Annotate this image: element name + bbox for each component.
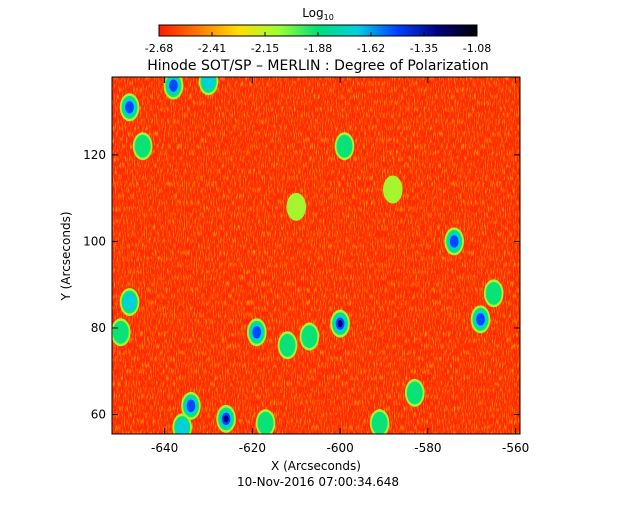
patch	[112, 318, 131, 347]
axis-ticks: -640 -620 -600 -580 -560 60 80 100 120	[83, 77, 529, 455]
x-tick-label: -580	[414, 441, 441, 455]
patch	[277, 331, 298, 360]
chart-title: Hinode SOT/SP – MERLIN : Degree of Polar…	[147, 58, 489, 74]
patch	[286, 192, 307, 221]
patch	[369, 409, 390, 434]
patches	[112, 77, 504, 434]
x-tick-label: -600	[327, 441, 354, 455]
colorbar-tick-label: -2.15	[251, 42, 279, 55]
patch	[163, 77, 184, 100]
y-tick-label: 60	[91, 408, 106, 422]
patch	[330, 309, 350, 338]
patch	[198, 77, 219, 96]
plot-frame	[111, 76, 521, 435]
colorbar-tick-label: -1.35	[410, 42, 438, 55]
patch	[255, 409, 276, 434]
patch	[299, 322, 320, 351]
patch	[404, 378, 425, 407]
x-tick-label: -640	[151, 441, 178, 455]
patch	[216, 404, 236, 433]
x-axis-label: X (Arcseconds)	[271, 459, 361, 473]
colorbar-label-base: Log	[302, 6, 323, 20]
patch	[119, 288, 140, 317]
colorbar-tick-label: -1.08	[463, 42, 491, 55]
patch	[470, 305, 491, 334]
timestamp: 10-Nov-2016 07:00:34.648	[237, 475, 399, 489]
x-tick-label: -620	[239, 441, 266, 455]
colorbar-ticks: -2.68 -2.41 -2.15 -1.88 -1.62 -1.35 -1.08	[145, 32, 491, 55]
colorbar-tick-label: -2.41	[198, 42, 226, 55]
x-tick-label: -560	[502, 441, 529, 455]
patch	[444, 227, 464, 256]
patch	[483, 279, 504, 308]
y-tick-label: 80	[91, 321, 106, 335]
plot-texture	[112, 77, 520, 434]
colorbar-tick-label: -1.62	[357, 42, 385, 55]
patch	[172, 413, 192, 434]
patch	[382, 175, 403, 204]
colorbar-tick-label: -2.68	[145, 42, 173, 55]
patch	[334, 132, 355, 161]
colorbar-label-sub: 10	[324, 13, 334, 22]
patch	[132, 132, 153, 161]
y-axis-label: Y (Arcseconds)	[59, 211, 73, 301]
colorbar-tick-label: -1.88	[304, 42, 332, 55]
patch	[181, 391, 201, 420]
y-tick-label: 120	[83, 148, 106, 162]
patch	[119, 93, 140, 122]
colorbar-label: Log10	[302, 6, 334, 22]
y-tick-label: 100	[83, 234, 106, 248]
patch	[246, 318, 267, 347]
